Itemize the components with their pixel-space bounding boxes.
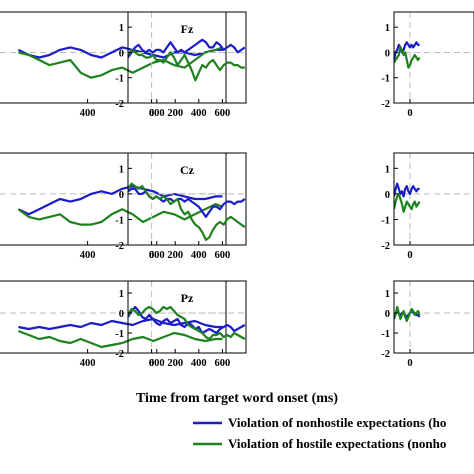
y-tick-label: -1 — [115, 215, 124, 226]
y-tick-label: 1 — [119, 289, 124, 300]
y-tick-label: 0 — [119, 190, 124, 201]
y-tick-label: -1 — [381, 329, 390, 340]
y-tick-label: -2 — [381, 349, 390, 360]
panel-Fz: -2 -1 0 1 0 200 400 600 Fz — [115, 11, 247, 119]
y-tick-label: 0 — [385, 309, 390, 320]
x-tick-label: 0 — [149, 358, 154, 369]
x-tick-label: 400 — [80, 108, 96, 119]
y-tick-label: 1 — [119, 23, 124, 34]
panel-plot-area — [394, 281, 474, 353]
panel-title: Pz — [181, 291, 194, 305]
series-line-hostile — [18, 46, 223, 79]
x-tick-label: 400 — [191, 108, 207, 119]
y-tick-label: -2 — [381, 99, 390, 110]
panel-right-mid: -2 -1 0 1 0 — [381, 152, 474, 261]
series-line-nonhostile — [394, 41, 420, 61]
panel-frame — [393, 152, 474, 246]
series-line-nonhostile — [128, 305, 246, 335]
series-line-hostile — [394, 192, 421, 213]
x-tick-label: 200 — [167, 108, 183, 119]
panel-right-top: -2 -1 0 1 0 — [381, 11, 474, 119]
series-line-nonhostile — [18, 317, 223, 331]
panel-plot-area — [394, 12, 474, 103]
x-tick-label: 200 — [167, 250, 183, 261]
x-tick-label: 400 — [80, 358, 96, 369]
panel-title: Cz — [180, 163, 195, 177]
series-line-nonhostile — [128, 38, 246, 59]
series-line-hostile — [18, 329, 223, 349]
panel-frame — [393, 11, 474, 104]
x-tick-label: 600 — [215, 108, 231, 119]
panel-frame — [127, 152, 247, 246]
x-tick-label: 600 — [149, 358, 165, 369]
panel-frame — [127, 11, 247, 104]
panel-plot-area — [128, 12, 246, 103]
series-line-nonhostile — [17, 185, 223, 216]
x-tick-label: 600 — [215, 250, 231, 261]
panel-left-bot: 400 600 — [0, 280, 227, 369]
x-tick-label: 0 — [149, 250, 154, 261]
x-tick-label: 600 — [149, 250, 165, 261]
x-tick-label: 400 — [80, 250, 96, 261]
y-tick-label: -2 — [115, 349, 124, 360]
panel-left-top: 400 600 — [0, 11, 227, 119]
series-line-nonhostile — [17, 46, 223, 59]
x-tick-label: 400 — [191, 250, 207, 261]
x-tick-label: 200 — [167, 358, 183, 369]
y-tick-label: 1 — [385, 289, 390, 300]
x-axis-title: Time from target word onset (ms) — [136, 391, 338, 406]
panel-plot-area — [0, 312, 226, 349]
panel-frame — [0, 280, 227, 354]
panel-Pz: -2 -1 0 1 0 200 400 600 Pz — [115, 280, 247, 369]
panel-left-mid: 400 600 — [0, 152, 227, 261]
series-line-nonhostile — [394, 182, 420, 198]
panel-right-bot: -2 -1 0 1 0 — [381, 280, 474, 369]
panel-plot-area — [0, 185, 226, 226]
y-tick-label: -2 — [115, 241, 124, 252]
series-line-hostile — [128, 48, 245, 82]
panel-plot-area — [394, 153, 474, 245]
y-tick-label: -1 — [381, 215, 390, 226]
x-tick-label: 0 — [407, 108, 412, 119]
y-tick-label: -2 — [115, 99, 124, 110]
y-tick-label: 0 — [385, 48, 390, 59]
panel-plot-area — [128, 153, 246, 245]
series-line-hostile — [394, 305, 421, 323]
panel-plot-area — [0, 46, 226, 79]
x-tick-label: 0 — [407, 358, 412, 369]
y-tick-label: -2 — [381, 241, 390, 252]
series-line-hostile — [17, 203, 223, 226]
panel-plot-area — [128, 281, 246, 353]
panel-frame — [0, 11, 227, 104]
panel-frame — [393, 280, 474, 354]
x-tick-label: 600 — [149, 108, 165, 119]
panel-Cz: -2 -1 0 1 0 200 400 600 Cz — [115, 152, 247, 261]
x-tick-label: 600 — [215, 358, 231, 369]
series-line-hostile — [128, 305, 246, 341]
x-tick-label: 0 — [407, 250, 412, 261]
panel-frame — [127, 280, 247, 354]
y-tick-label: 0 — [119, 48, 124, 59]
y-tick-label: -1 — [115, 329, 124, 340]
y-tick-label: 0 — [385, 190, 390, 201]
x-tick-label: 400 — [191, 358, 207, 369]
y-tick-label: -1 — [381, 74, 390, 85]
y-tick-label: 1 — [119, 164, 124, 175]
series-line-hostile — [128, 182, 246, 241]
panel-title: Fz — [181, 22, 194, 36]
y-tick-label: 1 — [385, 164, 390, 175]
x-tick-label: 0 — [149, 108, 154, 119]
legend-label-nonhostile: Violation of nonhostile expectations (ho — [228, 415, 446, 430]
panel-frame — [0, 152, 227, 246]
y-tick-label: 1 — [385, 23, 390, 34]
series-line-hostile — [394, 46, 421, 69]
y-tick-label: 0 — [119, 309, 124, 320]
y-tick-label: -1 — [115, 74, 124, 85]
legend-label-hostile: Violation of hostile expectations (nonho — [228, 436, 446, 451]
